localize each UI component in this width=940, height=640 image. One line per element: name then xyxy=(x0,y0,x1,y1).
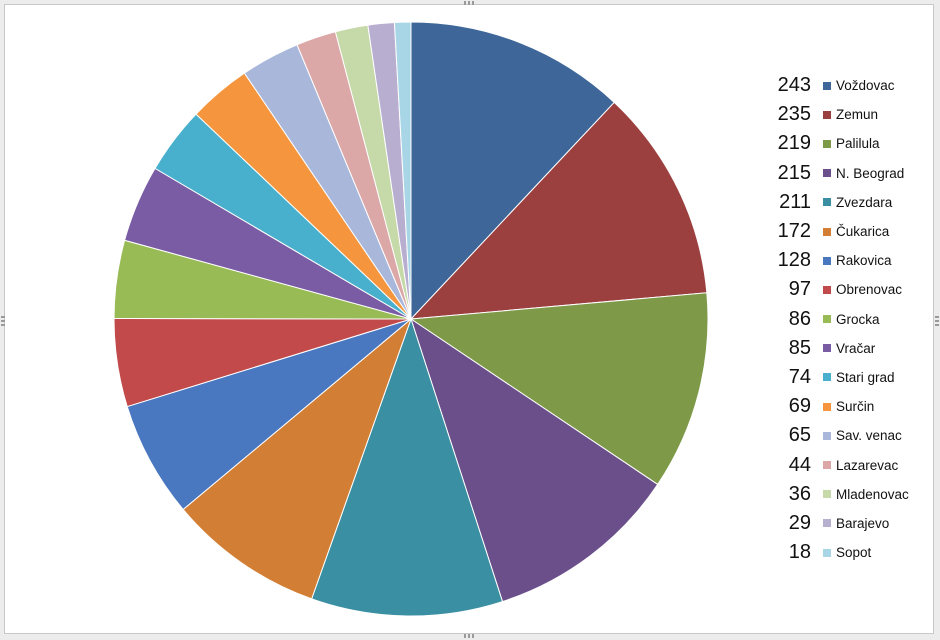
legend-label: Mladenovac xyxy=(836,486,909,502)
legend-value: 243 xyxy=(777,74,811,97)
pie-slice-0 xyxy=(410,21,615,321)
pie-slice-6 xyxy=(126,318,412,511)
legend-label: Palilula xyxy=(836,136,880,152)
legend-value: 65 xyxy=(788,424,811,447)
legend-label: Grocka xyxy=(836,311,880,327)
legend-value: 235 xyxy=(777,103,811,126)
legend-item: 219 Palilula xyxy=(765,129,909,158)
legend-swatch xyxy=(823,285,831,294)
legend-value: 219 xyxy=(777,132,811,155)
legend-label: Voždovac xyxy=(836,78,895,94)
legend-label: Surčin xyxy=(836,399,875,415)
legend-swatch xyxy=(823,373,831,382)
pie-slice-2 xyxy=(409,292,709,486)
resize-handle-top[interactable] xyxy=(464,1,476,5)
pie-slice-5 xyxy=(182,317,413,600)
legend-swatch xyxy=(823,548,831,557)
legend-label: Barajevo xyxy=(836,515,890,531)
pie-slice-4 xyxy=(310,317,504,617)
legend-swatch xyxy=(823,431,831,440)
legend-value: 211 xyxy=(779,190,811,213)
resize-handle-left[interactable] xyxy=(1,314,5,326)
pie-slices xyxy=(113,21,709,617)
legend-label: Čukarica xyxy=(836,224,890,240)
legend-item: 74 Stari grad xyxy=(765,363,909,392)
legend-value: 172 xyxy=(777,220,811,243)
legend-item: 18 Sopot xyxy=(765,538,909,567)
legend-item: 85 Vračar xyxy=(765,334,909,363)
legend-item: 29 Barajevo xyxy=(765,509,909,538)
legend-item: 44 Lazarevac xyxy=(765,450,909,479)
legend-swatch xyxy=(823,81,831,90)
legend-label: Sav. venac xyxy=(836,428,902,444)
legend-value: 36 xyxy=(788,482,811,505)
pie-slice-3 xyxy=(410,317,659,603)
legend-swatch xyxy=(823,519,831,528)
pie-slice-16 xyxy=(393,21,412,320)
legend-swatch xyxy=(823,139,831,148)
legend-swatch xyxy=(823,169,831,178)
legend-item: 211 Zvezdara xyxy=(765,188,909,217)
legend-value: 85 xyxy=(788,336,811,359)
legend-swatch xyxy=(823,490,831,499)
legend-value: 97 xyxy=(788,278,811,301)
resize-handle-bottom[interactable] xyxy=(464,634,476,638)
legend-label: Sopot xyxy=(836,545,872,561)
legend-label: N. Beograd xyxy=(836,165,905,181)
pie-slice-1 xyxy=(409,101,708,320)
legend-value: 74 xyxy=(788,365,811,388)
legend-item: 69 Surčin xyxy=(765,392,909,421)
legend-label: Stari grad xyxy=(836,369,895,385)
legend-label: Zemun xyxy=(836,107,879,123)
legend-value: 215 xyxy=(777,161,811,184)
legend-swatch xyxy=(823,110,831,119)
legend-swatch xyxy=(823,315,831,324)
legend-swatch xyxy=(823,402,831,411)
legend-item: 243 Voždovac xyxy=(765,71,909,100)
legend-item: 65 Sav. venac xyxy=(765,421,909,450)
legend-swatch xyxy=(823,198,831,207)
legend-label: Vračar xyxy=(836,340,876,356)
legend-item: 128 Rakovica xyxy=(765,246,909,275)
legend-value: 69 xyxy=(788,395,811,418)
legend-item: 235 Zemun xyxy=(765,100,909,129)
legend-value: 44 xyxy=(788,453,811,476)
legend-value: 29 xyxy=(788,511,811,534)
legend-label: Rakovica xyxy=(836,253,892,269)
legend-item: 86 Grocka xyxy=(765,305,909,334)
legend-label: Zvezdara xyxy=(836,194,893,210)
legend-swatch xyxy=(823,256,831,265)
legend-item: 215 N. Beograd xyxy=(765,159,909,188)
legend-item: 97 Obrenovac xyxy=(765,275,909,304)
legend-label: Obrenovac xyxy=(836,282,903,298)
resize-handle-right[interactable] xyxy=(935,314,939,326)
legend-swatch xyxy=(823,344,831,353)
legend-item: 172 Čukarica xyxy=(765,217,909,246)
legend-item: 36 Mladenovac xyxy=(765,480,909,509)
legend-swatch xyxy=(823,227,831,236)
legend: 243 Voždovac 235 Zemun 219 Palilula 215 N. Beog… xyxy=(765,71,909,567)
legend-swatch xyxy=(823,461,831,470)
legend-value: 86 xyxy=(788,307,811,330)
legend-value: 128 xyxy=(777,249,811,272)
legend-value: 18 xyxy=(788,541,811,564)
legend-label: Lazarevac xyxy=(836,457,899,473)
